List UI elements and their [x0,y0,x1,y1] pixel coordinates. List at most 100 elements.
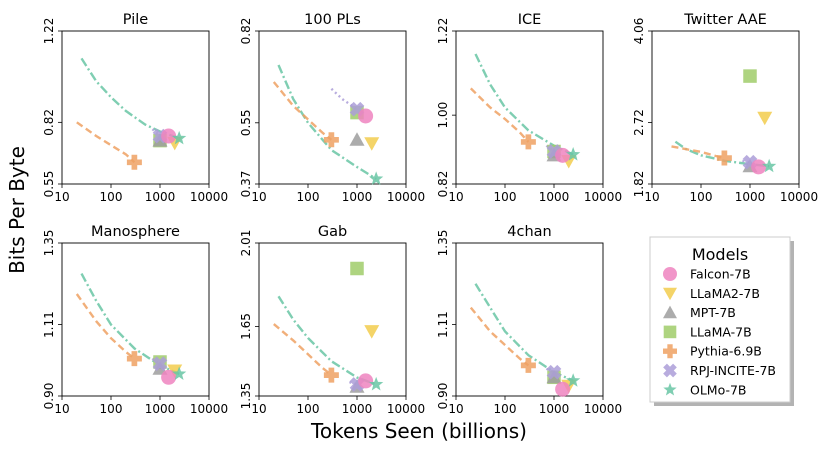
y-tick-label: 0.82 [239,18,253,45]
marker-pythia-6-9b [520,134,536,150]
subplot-title: Pile [123,12,148,28]
marker-olmo-7b [566,147,581,161]
marker-llama2-7b [757,111,773,126]
marker-olmo-7b [369,171,384,185]
x-tick-label: 10 [251,402,266,416]
marker-llama-7b [350,261,364,276]
legend-label: MPT-7B [690,305,736,320]
y-tick-label: 0.82 [436,171,450,198]
x-tick-label: 1000 [539,402,570,416]
legend-label: Pythia-6.9B [690,344,762,359]
x-tick-label: 1000 [342,402,373,416]
x-tick-label: 10000 [190,190,228,204]
subplot-pile: Pile 10 100 1000 10000 0.55 0.82 1.22 [42,12,228,204]
marker-olmo-7b [566,373,581,387]
x-tick-label: 10 [251,190,266,204]
y-tick-label: 1.35 [436,230,450,257]
y-tick-label: 0.37 [239,171,253,198]
subplot-title: 100 PLs [304,12,361,28]
plot-frame [455,30,604,185]
curve-olmo-7b [674,140,770,168]
legend-label: OLMo-7B [690,382,747,397]
y-tick-label: 1.22 [436,18,450,45]
x-tick-label: 10000 [584,190,622,204]
legend: Models Falcon-7B LLaMA2-7B MPT-7B LLaMA-7B P… [649,236,794,406]
x-tick-label: 100 [494,402,517,416]
y-tick-label: 1.11 [42,311,56,338]
y-tick-label: 0.55 [239,109,253,136]
x-tick-label: 10000 [780,190,818,204]
y-tick-label: 1.65 [239,313,253,340]
marker-falcon-7b [555,147,571,163]
legend-label: RPJ-INCITE-7B [690,363,776,378]
y-tick-label: 0.82 [42,109,56,136]
x-tick-label: 100 [297,190,320,204]
x-tick-label: 10 [54,402,69,416]
legend-marker-pythia-6-9b [663,344,677,359]
plot-frame [258,242,407,397]
y-tick-label: 1.22 [42,18,56,45]
marker-pythia-6-9b [323,367,339,383]
marker-llama2-7b [364,137,380,151]
subplot-ice: ICE 10 100 1000 10000 0.82 1.00 1.22 [436,12,622,204]
x-tick-label: 10000 [387,190,425,204]
marker-falcon-7b [358,108,374,124]
marker-falcon-7b [555,381,571,397]
figure-x-axis-label: Tokens Seen (billions) [310,419,527,443]
marker-mpt-7b [349,132,365,146]
curve-pythia-6-9b [469,87,530,143]
marker-llama2-7b [364,325,380,339]
plot-frame [61,30,210,185]
legend-marker-llama-7b [663,325,677,339]
legend-marker-llama2-7b [663,287,677,301]
x-tick-label: 1000 [539,190,570,204]
marker-pythia-6-9b [323,132,339,148]
x-tick-label: 10 [54,190,69,204]
plot-frame [61,242,210,397]
y-tick-label: 4.06 [632,18,646,45]
x-tick-label: 10 [448,402,463,416]
x-tick-label: 10000 [190,402,228,416]
subplot-title: Manosphere [91,224,180,240]
marker-falcon-7b [751,159,767,175]
subplot-title: Twitter AAE [683,12,767,28]
legend-label: LLaMA2-7B [690,286,760,301]
figure-y-axis-label: Bits Per Byte [5,146,29,274]
curve-olmo-7b [80,57,180,140]
x-tick-label: 10000 [387,402,425,416]
marker-pythia-6-9b [126,351,142,367]
subplot-title: ICE [518,12,542,28]
marker-falcon-7b [161,128,177,144]
x-tick-label: 1000 [342,190,373,204]
curve-pythia-6-9b [272,81,333,141]
marker-llama-7b [743,69,757,83]
x-tick-label: 100 [100,190,123,204]
marker-pythia-6-9b [716,150,732,166]
legend-label: Falcon-7B [690,267,751,282]
legend-label: LLaMA-7B [690,324,752,339]
curve-pythia-6-9b [671,145,725,160]
curve-olmo-7b [277,64,377,180]
curve-pythia-6-9b [76,121,136,164]
x-tick-label: 100 [690,190,713,204]
x-tick-label: 1000 [735,190,766,204]
curve-pythia-6-9b [469,306,530,367]
y-tick-label: 1.35 [42,230,56,257]
marker-olmo-7b [369,376,384,391]
marker-rpj-incite-7b [546,364,562,380]
marker-olmo-7b [172,130,187,145]
plot-frame [455,242,604,397]
legend-marker-mpt-7b [663,305,677,319]
legend-title: Models [692,245,748,264]
x-tick-label: 1000 [145,190,176,204]
y-tick-label: 1.82 [632,171,646,198]
marker-falcon-7b [358,373,374,389]
subplot-100-pls: 100 PLs 10 100 1000 10000 0.37 0.55 0.82 [239,12,425,204]
y-tick-label: 1.35 [239,383,253,410]
curve-pythia-6-9b [273,323,333,377]
y-tick-label: 0.90 [42,383,56,410]
marker-mpt-7b [546,369,562,384]
marker-olmo-7b [172,366,187,380]
curve-pythia-6-9b [75,293,136,360]
subplot-4chan: 4chan 10 100 1000 10000 0.90 1.11 1.35 [436,224,622,416]
